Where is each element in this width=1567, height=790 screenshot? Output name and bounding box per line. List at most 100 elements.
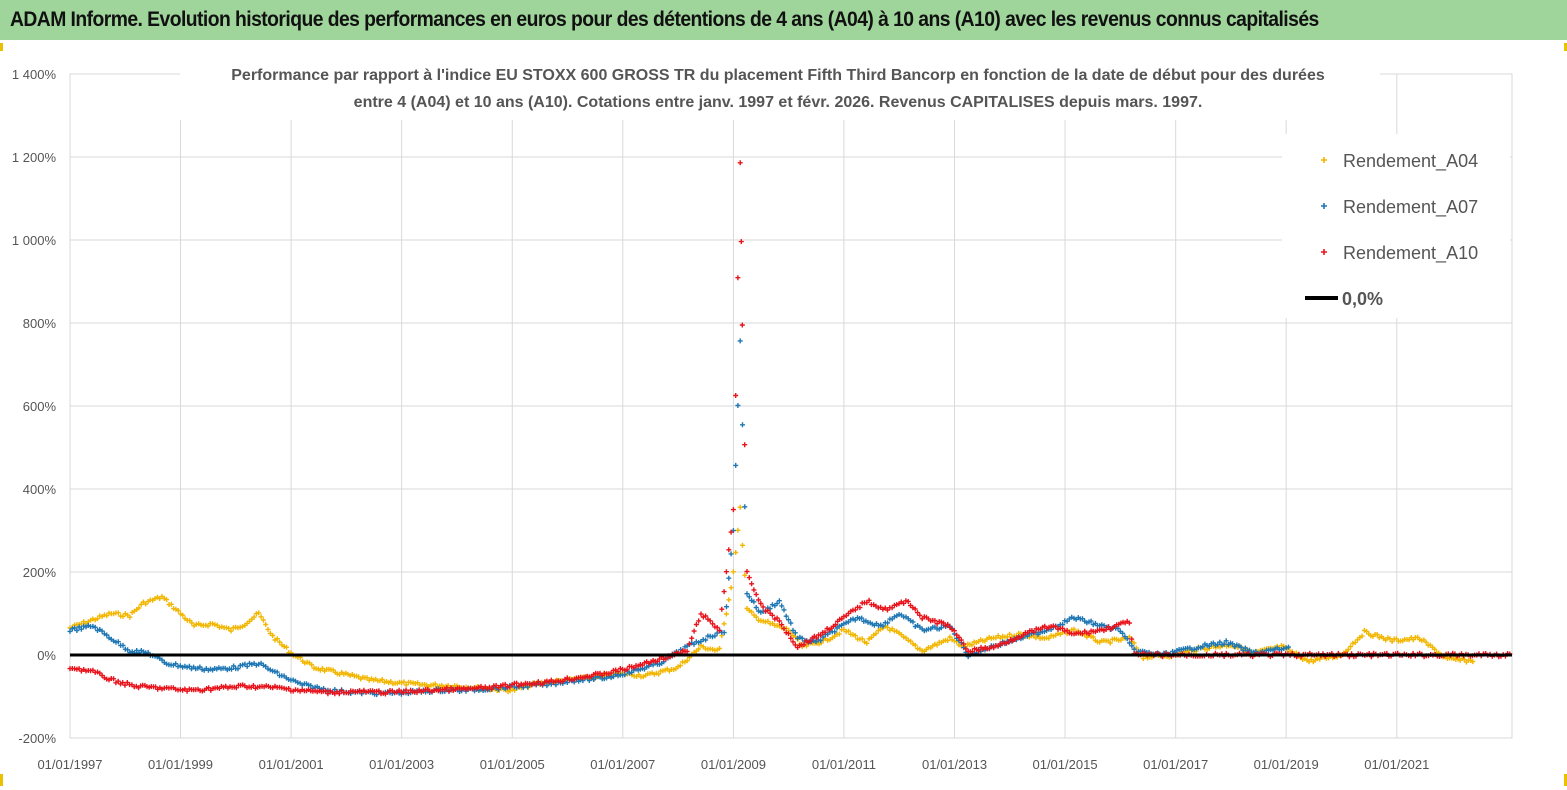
- data-point-Rendement_A10: [714, 625, 720, 630]
- data-point-Rendement_A04: [1387, 636, 1393, 642]
- corner-marker-top-left: [0, 43, 13, 51]
- data-point-Rendement_A04: [1345, 647, 1351, 653]
- data-point-Rendement_A10: [956, 634, 962, 640]
- legend-marker-Rendement_A07: [1321, 203, 1327, 209]
- x-tick-label: 01/01/1997: [37, 757, 102, 772]
- data-point-Rendement_A07: [781, 607, 787, 613]
- data-point-Rendement_A04: [684, 658, 690, 664]
- data-point-Rendement_A04: [864, 640, 870, 646]
- data-point-Rendement_A04: [1004, 634, 1010, 640]
- data-point-Rendement_A07: [197, 664, 203, 670]
- data-point-Rendement_A10: [1129, 636, 1135, 642]
- y-tick-label: -200%: [18, 731, 56, 746]
- legend-marker-Rendement_A10: [1321, 249, 1327, 255]
- data-point-Rendement_A07: [726, 575, 732, 581]
- data-point-Rendement_A04: [721, 621, 727, 627]
- data-point-Rendement_A07: [104, 632, 110, 638]
- series-layer: [67, 160, 1513, 698]
- data-point-Rendement_A10: [686, 641, 692, 647]
- data-point-Rendement_A10: [941, 620, 946, 626]
- data-point-Rendement_A10: [1126, 620, 1132, 626]
- data-point-Rendement_A04: [284, 644, 289, 650]
- data-point-Rendement_A04: [256, 610, 262, 616]
- x-tick-label: 01/01/2019: [1254, 757, 1319, 772]
- data-point-Rendement_A04: [749, 609, 755, 615]
- data-point-Rendement_A10: [852, 607, 858, 613]
- data-point-Rendement_A10: [790, 639, 796, 645]
- data-point-Rendement_A07: [742, 504, 748, 510]
- y-tick-label: 0%: [37, 648, 56, 663]
- data-point-Rendement_A10: [788, 635, 794, 641]
- data-point-Rendement_A10: [723, 569, 729, 575]
- data-point-Rendement_A04: [277, 639, 283, 645]
- data-point-Rendement_A04: [846, 628, 851, 634]
- x-tick-label: 01/01/2005: [480, 757, 545, 772]
- data-point-Rendement_A07: [880, 623, 886, 629]
- data-point-Rendement_A04: [873, 631, 879, 637]
- x-tick-label: 01/01/2001: [259, 757, 324, 772]
- data-point-Rendement_A07: [125, 647, 131, 653]
- data-point-Rendement_A07: [859, 615, 865, 621]
- y-tick-label: 400%: [23, 482, 57, 497]
- data-point-Rendement_A07: [622, 672, 628, 678]
- data-point-Rendement_A10: [663, 656, 669, 662]
- data-point-Rendement_A10: [746, 575, 752, 581]
- data-point-Rendement_A10: [857, 605, 863, 611]
- data-point-Rendement_A10: [749, 581, 755, 587]
- data-point-Rendement_A04: [251, 614, 257, 620]
- data-point-Rendement_A10: [325, 691, 331, 697]
- data-point-Rendement_A04: [677, 663, 683, 669]
- data-point-Rendement_A04: [1071, 626, 1077, 632]
- data-point-Rendement_A10: [514, 680, 520, 686]
- data-point-Rendement_A10: [703, 613, 709, 619]
- data-point-Rendement_A10: [912, 606, 918, 612]
- data-point-Rendement_A04: [908, 638, 914, 644]
- data-point-Rendement_A10: [735, 275, 741, 281]
- data-point-Rendement_A07: [1238, 644, 1244, 650]
- corner-marker-bottom-left: [0, 774, 13, 786]
- data-point-Rendement_A10: [779, 622, 785, 628]
- data-point-Rendement_A07: [1124, 636, 1130, 642]
- data-point-Rendement_A07: [1230, 641, 1236, 647]
- data-point-Rendement_A10: [753, 591, 759, 597]
- data-point-Rendement_A10: [120, 680, 126, 686]
- data-point-Rendement_A10: [781, 626, 787, 632]
- data-point-Rendement_A07: [1120, 630, 1126, 636]
- series-Rendement_A04: [67, 504, 1476, 695]
- banner-title: ADAM Informe. Evolution historique des p…: [10, 8, 1319, 31]
- data-point-Rendement_A04: [1348, 644, 1354, 650]
- data-point-Rendement_A04: [753, 614, 759, 620]
- data-point-Rendement_A04: [1007, 631, 1013, 637]
- data-point-Rendement_A07: [99, 628, 105, 634]
- data-point-Rendement_A10: [115, 678, 121, 684]
- data-point-Rendement_A10: [917, 612, 923, 618]
- data-point-Rendement_A07: [235, 666, 241, 672]
- data-point-Rendement_A07: [799, 635, 805, 641]
- data-point-Rendement_A04: [401, 679, 407, 685]
- data-point-Rendement_A10: [738, 239, 744, 245]
- data-point-Rendement_A04: [260, 617, 266, 623]
- data-point-Rendement_A10: [769, 612, 775, 618]
- data-point-Rendement_A10: [444, 685, 450, 691]
- data-point-Rendement_A10: [1006, 639, 1012, 645]
- data-point-Rendement_A07: [274, 669, 280, 675]
- data-point-Rendement_A04: [364, 675, 370, 681]
- data-point-Rendement_A10: [336, 691, 342, 697]
- data-point-Rendement_A04: [1423, 639, 1429, 645]
- data-point-Rendement_A07: [308, 683, 314, 689]
- data-point-Rendement_A04: [320, 665, 325, 671]
- data-point-Rendement_A10: [693, 622, 699, 627]
- data-point-Rendement_A10: [958, 637, 964, 643]
- y-tick-label: 600%: [23, 399, 57, 414]
- data-point-Rendement_A10: [728, 529, 734, 535]
- title-banner: ADAM Informe. Evolution historique des p…: [0, 0, 1567, 42]
- data-point-Rendement_A07: [1115, 625, 1121, 631]
- legend: Rendement_A04 Rendement_A07 Rendement_A10 0…: [1282, 134, 1510, 318]
- data-point-Rendement_A07: [120, 642, 126, 648]
- data-point-Rendement_A10: [691, 628, 697, 634]
- data-point-Rendement_A10: [742, 442, 748, 448]
- data-point-Rendement_A10: [932, 618, 938, 624]
- data-point-Rendement_A07: [1088, 618, 1094, 624]
- data-point-Rendement_A10: [1031, 629, 1037, 635]
- x-tick-label: 01/01/2003: [369, 757, 434, 772]
